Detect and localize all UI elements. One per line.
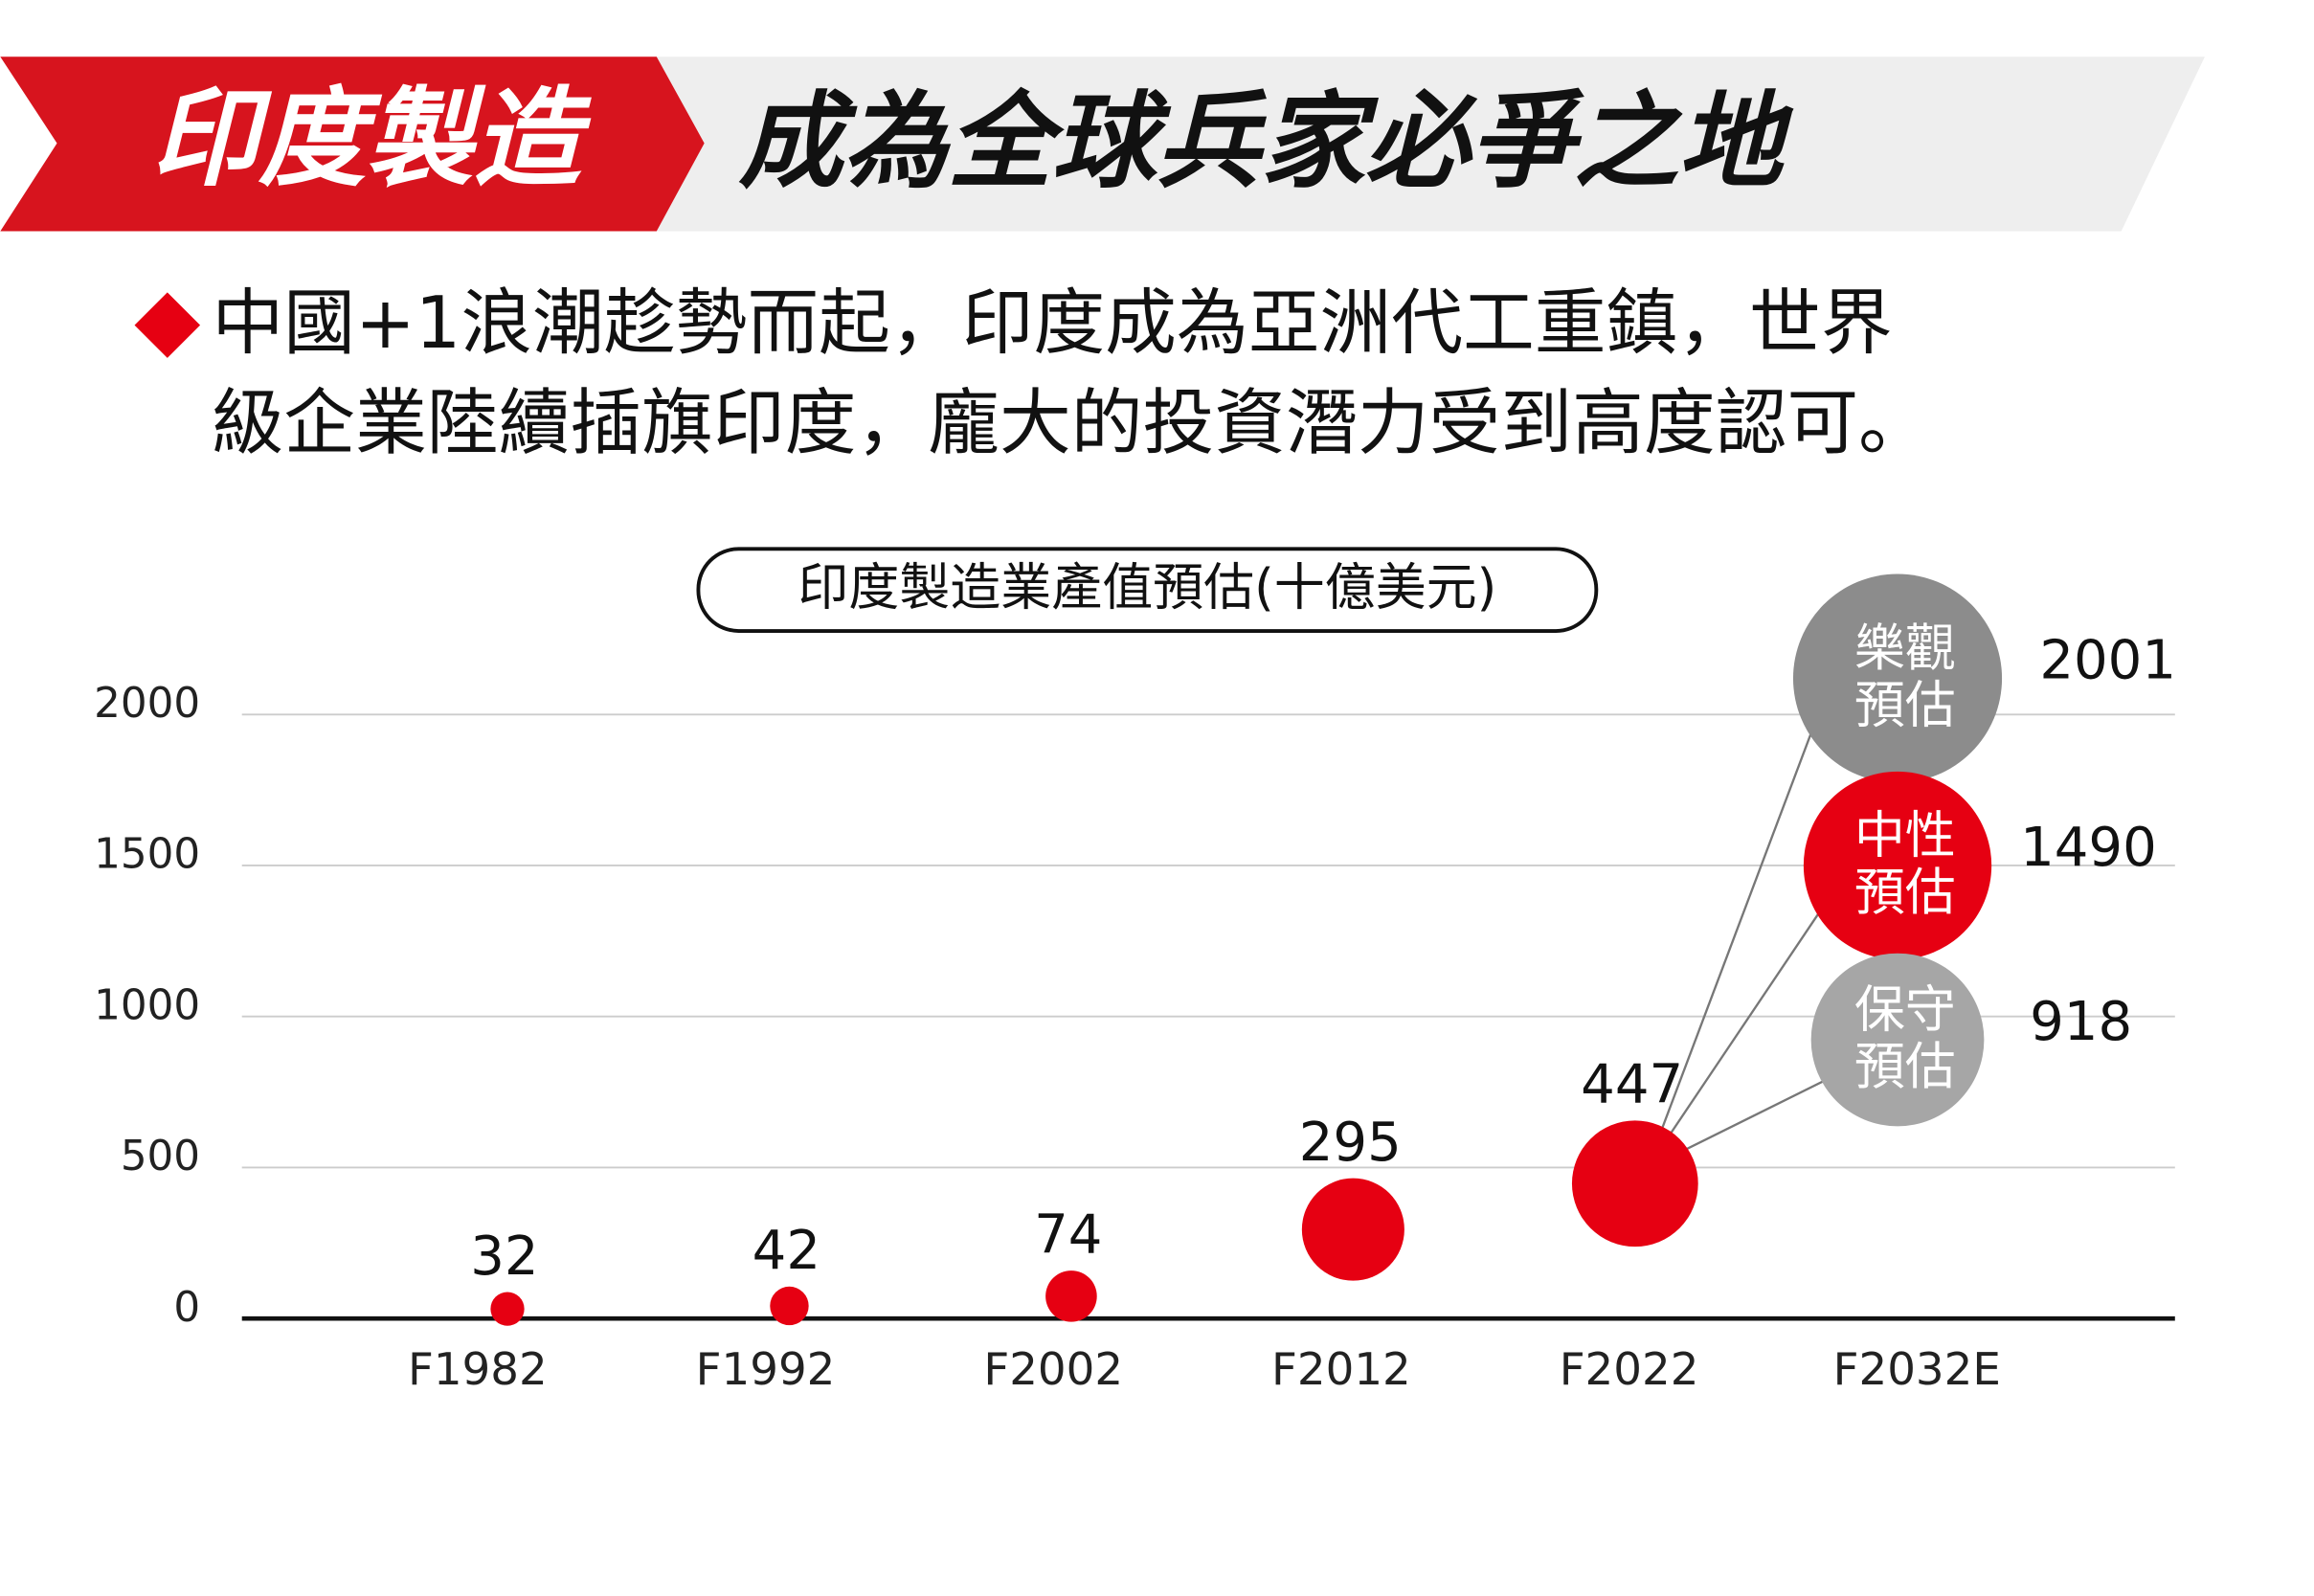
bullet-line: 級企業陸續插旗印度，龐大的投資潛力受到高度認可。 [213,382,1930,465]
data-label: 42 [753,1220,820,1282]
y-tick-label: 1500 [94,831,200,879]
data-label: 32 [470,1225,538,1288]
scenario-name: 保守 [1854,981,1956,1040]
connector [1646,907,1824,1170]
scenario-name: 預估 [1854,676,1956,734]
bubble [1045,1270,1097,1322]
y-tick-label: 500 [121,1133,200,1180]
title-band [656,56,2205,232]
y-tick-label: 0 [173,1284,200,1332]
headline: 成為全球兵家必爭之地 [738,81,1793,203]
y-tick-label: 1000 [94,981,200,1029]
scenario-bubble [1810,953,1985,1127]
scenario-bubble [1803,771,1992,960]
data-label: 295 [1299,1112,1402,1174]
bubble [1571,1120,1698,1248]
scenario-name: 預估 [1854,864,1956,922]
x-tick-label: F1982 [408,1344,548,1396]
connector [1646,725,1815,1170]
x-tick-label: F2012 [1271,1344,1411,1396]
chart-title-box [696,547,1599,633]
scenario-name: 樂觀 [1854,619,1956,678]
x-tick-label: F2022 [1560,1344,1699,1396]
x-tick-label: F2002 [983,1344,1123,1396]
data-label: 74 [1034,1203,1102,1266]
x-tick-label: F1992 [696,1344,836,1396]
tag: 印度製造 [151,77,592,201]
bubble [490,1292,525,1326]
chart-title: 印度製造業產值預估(十億美元) [798,559,1496,618]
scenario-name: 中性 [1854,807,1956,865]
bullet-icon [134,292,201,358]
scenario-value: 2001 [2039,630,2176,692]
y-tick-label: 2000 [94,680,200,728]
bubble [770,1286,809,1326]
bullet-line: 中國+1浪潮趁勢而起，印度成為亞洲代工重鎮，世界 [213,281,1893,365]
plot: 0 500 1000 1500 2000 F1982 F1992 F2002 F2012 F202… [94,573,2176,1396]
data-label: 447 [1581,1054,1683,1116]
x-tick-label: F2032E [1833,1344,2001,1396]
scenario-value: 918 [2030,991,2132,1053]
scenario-name: 預估 [1854,1038,1956,1096]
scenario-bubble [1792,573,2003,783]
tag-band [0,56,705,232]
bubble [1301,1178,1404,1281]
scenario-value: 1490 [2020,817,2157,879]
